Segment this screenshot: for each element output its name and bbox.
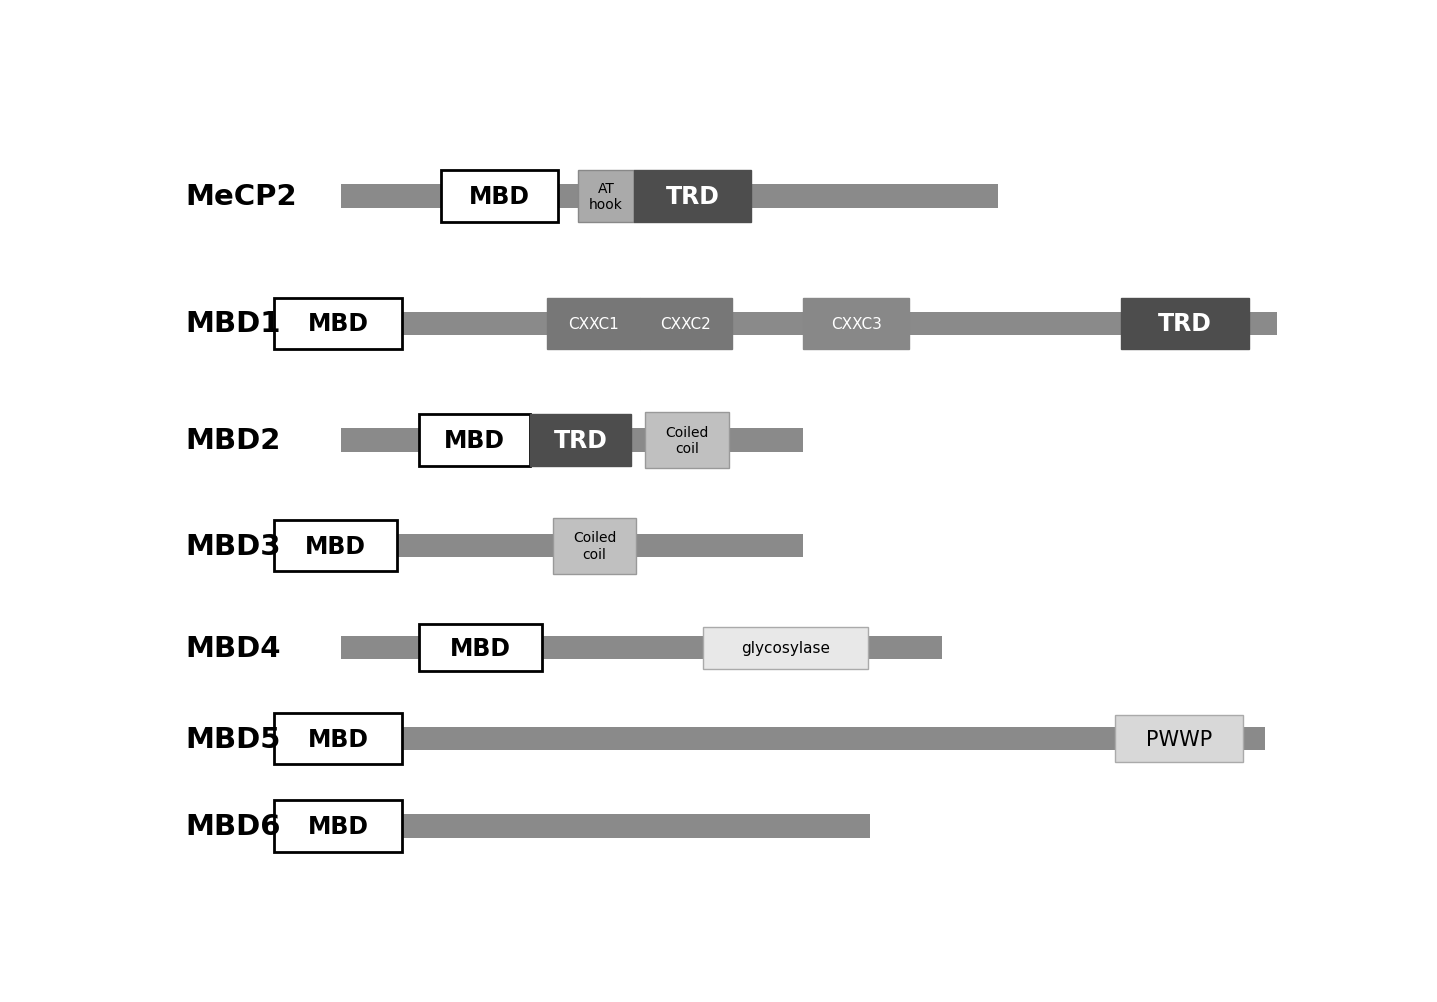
Text: MBD6: MBD6 [185,813,280,841]
Text: MBD: MBD [470,184,530,208]
FancyBboxPatch shape [274,815,871,838]
FancyBboxPatch shape [578,171,634,222]
FancyBboxPatch shape [1115,715,1243,763]
FancyBboxPatch shape [274,520,397,572]
Text: MBD5: MBD5 [185,724,280,753]
Text: TRD: TRD [1158,312,1211,336]
Text: MBD: MBD [444,429,506,453]
FancyBboxPatch shape [341,636,943,659]
FancyBboxPatch shape [341,185,999,208]
Text: CXXC1: CXXC1 [568,317,619,332]
Text: MBD2: MBD2 [185,427,280,455]
FancyBboxPatch shape [274,534,803,558]
FancyBboxPatch shape [803,299,910,350]
Text: CXXC2: CXXC2 [661,317,711,332]
FancyBboxPatch shape [441,171,558,222]
FancyBboxPatch shape [274,299,402,350]
FancyBboxPatch shape [274,727,1266,750]
FancyBboxPatch shape [274,801,402,852]
Text: MeCP2: MeCP2 [185,182,297,210]
Text: MBD3: MBD3 [185,532,280,560]
FancyBboxPatch shape [639,299,731,350]
FancyBboxPatch shape [530,415,631,466]
Text: Coiled
coil: Coiled coil [573,531,616,561]
FancyBboxPatch shape [274,313,1276,336]
Text: AT
hook: AT hook [589,181,624,211]
Text: Coiled
coil: Coiled coil [665,426,708,456]
FancyBboxPatch shape [634,171,752,222]
Text: MBD: MBD [305,534,366,558]
Text: MBD1: MBD1 [185,310,280,338]
Text: glycosylase: glycosylase [741,640,831,655]
Text: MBD4: MBD4 [185,634,280,662]
FancyBboxPatch shape [1121,299,1249,350]
Text: TRD: TRD [553,429,608,453]
Text: TRD: TRD [665,184,720,208]
Text: CXXC3: CXXC3 [831,317,882,332]
FancyBboxPatch shape [341,429,803,452]
FancyBboxPatch shape [553,518,637,574]
Text: PWWP: PWWP [1147,728,1213,748]
FancyBboxPatch shape [420,415,530,466]
FancyBboxPatch shape [645,413,729,469]
FancyBboxPatch shape [547,299,639,350]
Text: MBD: MBD [450,636,510,660]
Text: MBD: MBD [308,726,369,750]
FancyBboxPatch shape [274,713,402,765]
Text: MBD: MBD [308,815,369,839]
FancyBboxPatch shape [703,627,868,669]
FancyBboxPatch shape [420,624,542,671]
Text: MBD: MBD [308,312,369,336]
